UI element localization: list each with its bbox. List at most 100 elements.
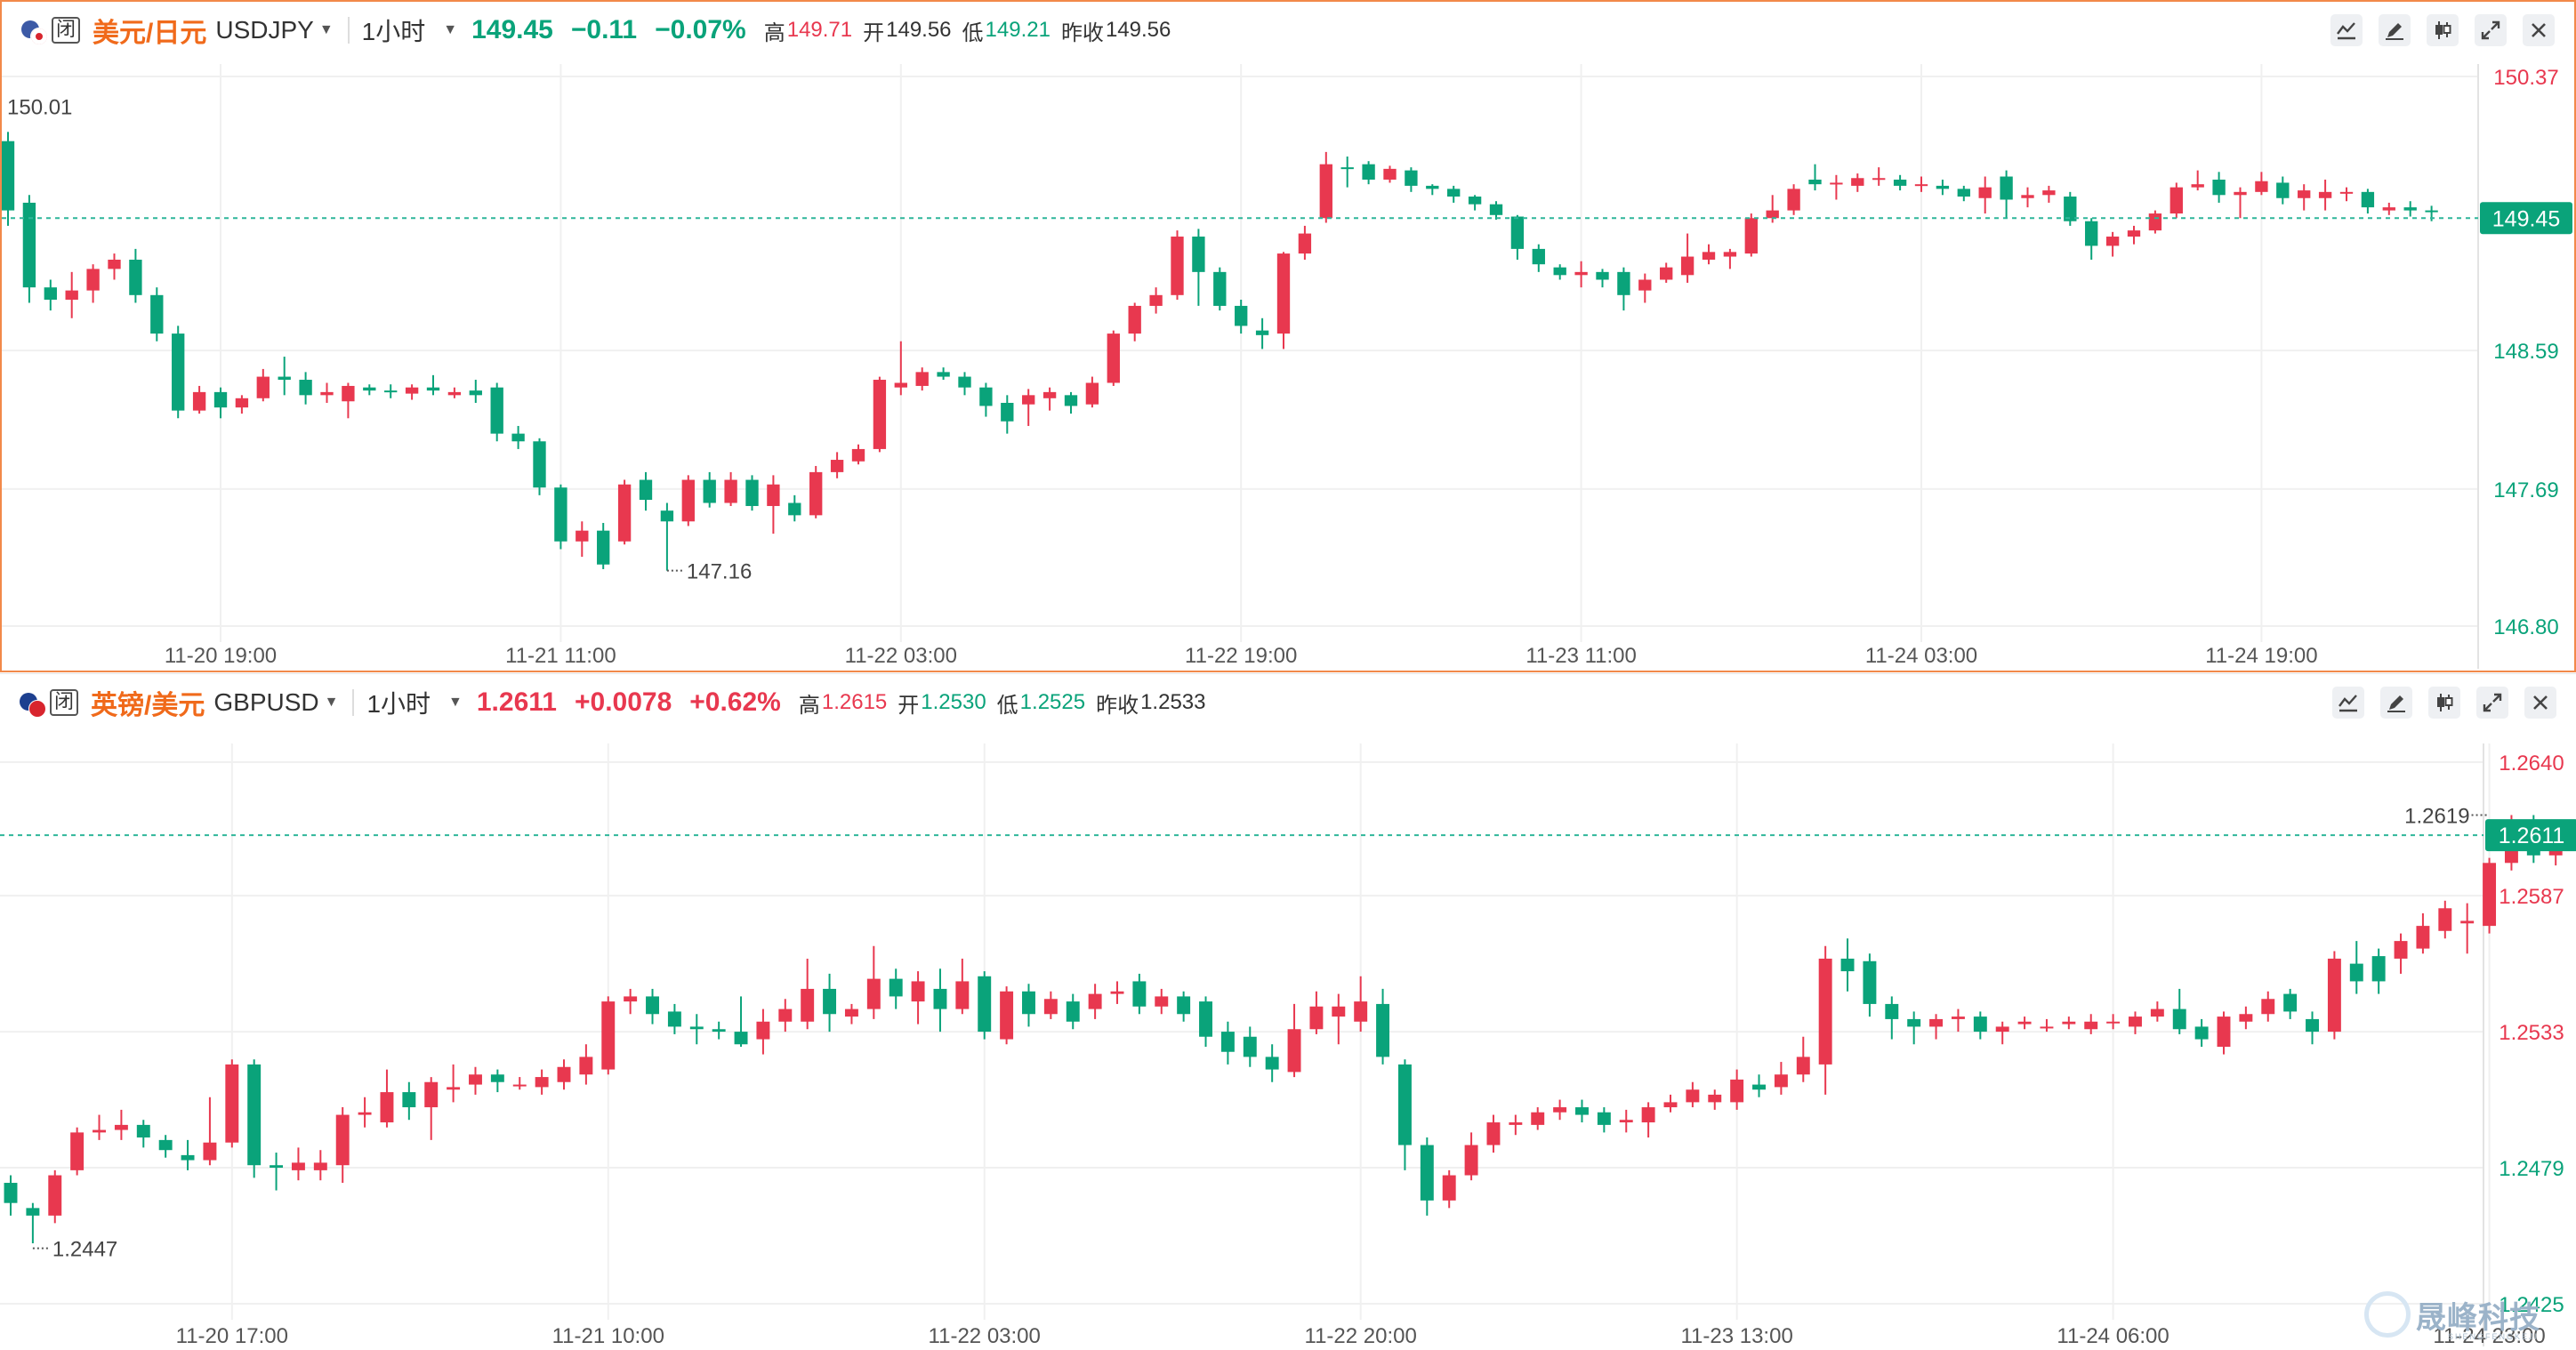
candle <box>1468 195 1482 211</box>
pair-code[interactable]: USDJPY <box>215 16 314 44</box>
candle-body <box>511 433 525 442</box>
candle <box>2062 1017 2076 1030</box>
candle <box>681 475 695 526</box>
candle-body <box>2021 195 2034 198</box>
candle-body <box>1907 1018 1921 1027</box>
candle <box>363 384 376 396</box>
candle-body <box>1893 179 1907 186</box>
candle-body <box>1531 1112 1545 1125</box>
gbpusd-candlestick-chart[interactable]: 1.2611 1.2640 1.2587 1.2533 1.2479 1.2425 11-2… <box>0 727 2576 1350</box>
candle-type-icon[interactable] <box>2427 14 2459 46</box>
open-value: 149.56 <box>886 18 952 42</box>
candle-body <box>1619 1120 1633 1123</box>
candle-body <box>889 978 903 997</box>
candle <box>933 968 947 1033</box>
indicator-icon[interactable] <box>2332 687 2364 719</box>
usdjpy-header: 闭 美元/日元 USDJPY ▼ 1小时 ▼ 149.45 −0.11 −0.0… <box>2 2 2574 57</box>
candle-body <box>1177 996 1191 1015</box>
candle <box>2361 189 2375 214</box>
candle-body <box>380 1092 394 1123</box>
candle-body <box>873 380 887 449</box>
candle-body <box>1447 189 1461 197</box>
close-icon[interactable] <box>2523 14 2555 46</box>
candle <box>1088 984 1102 1019</box>
pair-dropdown-icon[interactable]: ▼ <box>324 695 339 710</box>
close-icon[interactable] <box>2524 687 2556 719</box>
y-tick-label: 1.2587 <box>2499 885 2564 909</box>
candle-body <box>958 376 971 388</box>
usdjpy-candlestick-chart[interactable]: 149.45 150.37 148.59 147.69 146.80 11-20 19:0… <box>2 55 2574 672</box>
candle-body <box>1973 1017 1987 1033</box>
candle-body <box>915 372 929 386</box>
candle-body <box>291 1162 305 1170</box>
candle-body <box>830 460 844 472</box>
candle-body <box>1723 252 1737 257</box>
pair-code[interactable]: GBPUSD <box>213 688 319 716</box>
candle-body <box>2283 993 2298 1012</box>
y-tick-label: 147.69 <box>2493 478 2558 502</box>
candle-body <box>911 981 925 1002</box>
x-tick-label: 11-24 23:00 <box>2433 1324 2545 1348</box>
candle-body <box>689 1026 704 1030</box>
candle-type-icon[interactable] <box>2428 687 2460 719</box>
candle-body <box>554 487 568 542</box>
candle-body <box>335 1114 350 1166</box>
candle <box>2040 1018 2054 1033</box>
expand-icon[interactable] <box>2475 14 2507 46</box>
indicator-icon[interactable] <box>2330 14 2363 46</box>
candle-body <box>278 376 291 381</box>
pair-name[interactable]: 英镑/美元 <box>91 691 205 720</box>
interval-select[interactable]: 1小时 <box>366 690 431 718</box>
candle-body <box>1680 256 1695 276</box>
watermark: 晟峰科技 SHENGFENGKEJI <box>2364 1291 2540 1341</box>
candle <box>2416 912 2430 954</box>
candle-body <box>1110 991 1124 994</box>
prev-close-value: 1.2533 <box>1140 690 1206 714</box>
candle-body <box>1309 1006 1324 1030</box>
candle-body <box>894 382 907 388</box>
candle <box>447 1064 461 1103</box>
candle <box>1619 1109 1633 1133</box>
candle-body <box>2548 848 2563 856</box>
candle-body <box>955 981 970 1009</box>
pair-name[interactable]: 美元/日元 <box>93 19 207 48</box>
candle-body <box>1596 271 1609 280</box>
candle <box>1973 1011 1987 1040</box>
candle <box>601 996 616 1075</box>
candle <box>213 387 228 419</box>
draw-icon[interactable] <box>2380 687 2412 719</box>
candle-body <box>597 530 610 565</box>
x-tick-label: 11-24 06:00 <box>2057 1324 2169 1348</box>
candle-body <box>1287 1029 1301 1073</box>
candle <box>44 279 57 311</box>
draw-icon[interactable] <box>2379 14 2411 46</box>
pair-dropdown-icon[interactable]: ▼ <box>318 22 334 37</box>
candle-body <box>1702 252 1716 260</box>
candle <box>597 523 610 569</box>
interval-select[interactable]: 1小时 <box>361 18 426 45</box>
candle <box>1752 1074 1766 1097</box>
interval-dropdown-icon[interactable]: ▼ <box>448 695 463 710</box>
gbpusd-chart-panel[interactable]: 闭 英镑/美元 GBPUSD ▼ 1小时 ▼ 1.2611 +0.0078 +0… <box>0 673 2576 1350</box>
candle-body <box>4 1183 18 1203</box>
candle-body <box>844 1008 858 1017</box>
candle-body <box>2064 197 2077 221</box>
candle-body <box>2062 1021 2076 1025</box>
usdjpy-chart-panel[interactable]: 闭 美元/日元 USDJPY ▼ 1小时 ▼ 149.45 −0.11 −0.0… <box>0 0 2576 672</box>
candle <box>2169 182 2183 219</box>
candle-body <box>2361 191 2375 208</box>
y-tick-label: 146.80 <box>2493 615 2558 639</box>
candle <box>1863 953 1877 1017</box>
last-price: 1.2611 <box>476 687 557 717</box>
candle <box>1192 229 1205 306</box>
interval-dropdown-icon[interactable]: ▼ <box>443 22 458 37</box>
price-change: +0.0078 <box>574 687 672 717</box>
candle <box>1686 1081 1700 1108</box>
candle <box>2403 201 2417 217</box>
candle-body <box>1766 210 1779 219</box>
low-value: 149.21 <box>985 18 1051 42</box>
candle-body <box>1220 1032 1235 1052</box>
candle <box>1531 1107 1545 1130</box>
expand-icon[interactable] <box>2476 687 2508 719</box>
candle <box>1936 179 1950 196</box>
